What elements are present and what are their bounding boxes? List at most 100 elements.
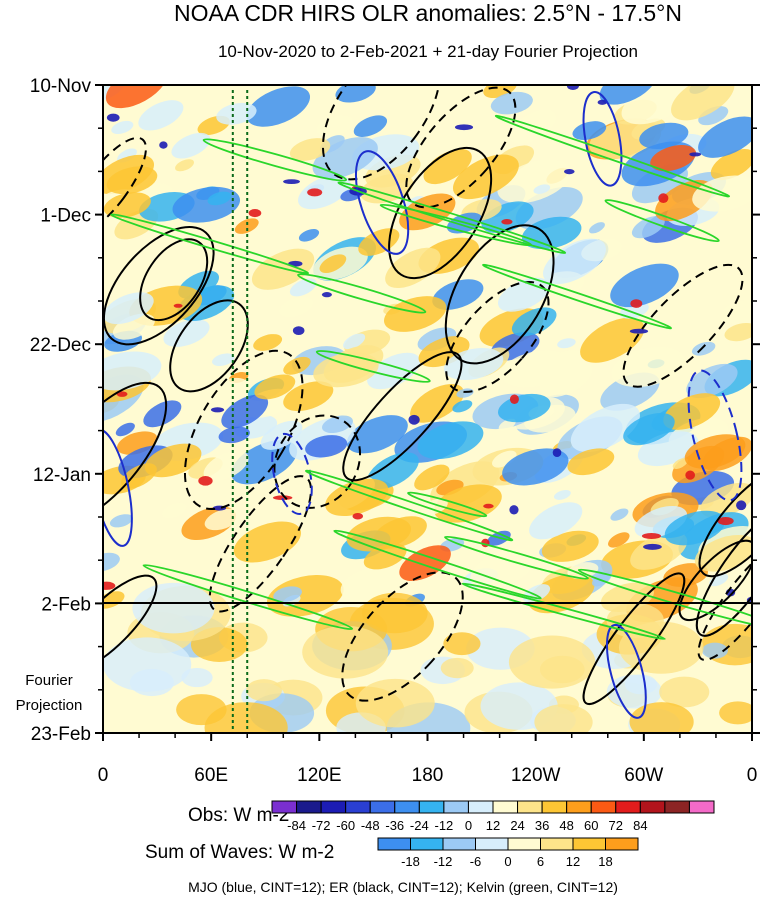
colorbar-box xyxy=(639,800,666,814)
kelvin-contour xyxy=(407,491,488,518)
anomaly-patch xyxy=(144,443,202,478)
y-tick-label: 12-Jan xyxy=(33,465,91,486)
anomaly-patch xyxy=(721,299,752,325)
colorbar-tick-label: -60 xyxy=(336,818,355,833)
anomaly-core xyxy=(736,500,747,511)
kelvin-contour xyxy=(482,263,672,330)
anomaly-patch xyxy=(610,263,679,308)
x-tick-label: 0 xyxy=(747,765,758,786)
er-contour xyxy=(169,299,249,393)
er-contour xyxy=(341,571,464,702)
anomaly-patch xyxy=(434,484,502,523)
colorbar-tick-label: -84 xyxy=(287,818,306,833)
anomaly-patch xyxy=(671,85,735,121)
anomaly-patch xyxy=(175,159,194,172)
kelvin-contour xyxy=(297,273,427,314)
anomaly-patch xyxy=(246,86,311,127)
er-contour xyxy=(103,574,158,673)
anomaly-core xyxy=(307,188,323,197)
projection-patch xyxy=(440,657,474,679)
colorbar-tick-label: 6 xyxy=(537,854,544,869)
colorbar-box xyxy=(410,837,444,851)
kelvin-contour xyxy=(315,350,431,383)
anomaly-patch xyxy=(233,521,301,563)
colorbar-tick-label: 0 xyxy=(504,854,511,869)
anomaly-patch xyxy=(592,572,612,587)
anomaly-core xyxy=(509,394,519,405)
colorbar-tick-label: 0 xyxy=(465,818,472,833)
anomaly-patch xyxy=(580,317,645,363)
colorbar-box xyxy=(320,800,347,814)
anomaly-core xyxy=(483,503,494,509)
anomaly-patch xyxy=(383,296,447,332)
projection-patch xyxy=(103,637,192,692)
anomaly-patch xyxy=(325,478,389,517)
anomaly-patch xyxy=(103,85,126,102)
projection-patch xyxy=(618,621,704,674)
colorbar-box xyxy=(688,800,715,814)
anomaly-patch xyxy=(109,514,133,528)
er-contour xyxy=(342,351,463,482)
colorbar-box xyxy=(615,800,641,814)
obs-colorbar: -84 -72 -60 -48 -36 -24 -12 0 12 24 36 48 60 72 84 xyxy=(271,800,715,833)
obs-colorbar-label: Obs: W m-2 xyxy=(188,805,289,826)
projection-patch xyxy=(246,679,282,702)
anomaly-patch xyxy=(111,120,134,134)
kelvin-contour xyxy=(337,181,567,254)
anomaly-core xyxy=(321,292,332,298)
anomaly-core xyxy=(248,209,262,218)
anomaly-patch xyxy=(289,138,331,161)
anomaly-patch xyxy=(103,351,162,391)
projection-patch xyxy=(443,632,481,656)
anomaly-patch xyxy=(279,297,313,318)
anomaly-patch xyxy=(650,145,697,172)
colorbar-tick-label: 48 xyxy=(559,818,573,833)
anomaly-core xyxy=(689,152,702,157)
anomaly-patch xyxy=(502,448,569,486)
er-contour xyxy=(622,263,744,388)
colorbar-box xyxy=(540,837,574,851)
anomaly-core xyxy=(210,407,225,413)
y-axis: 10-Nov 1-Dec 22-Dec 12-Jan 2-Feb 23-Feb xyxy=(30,76,760,745)
anomaly-core xyxy=(630,299,643,308)
anomaly-core xyxy=(643,543,662,550)
colorbar-tick-label: 18 xyxy=(598,854,612,869)
reference-lines xyxy=(231,90,249,733)
kelvin-contour xyxy=(604,199,720,243)
legend-text: MJO (blue, CINT=12); ER (black, CINT=12)… xyxy=(188,879,618,895)
x-tick-label: 120E xyxy=(297,765,341,786)
anomaly-patch xyxy=(399,545,451,581)
anomaly-core xyxy=(564,168,575,175)
anomaly-patch xyxy=(289,278,317,297)
colorbar-tick-label: 36 xyxy=(535,818,549,833)
anomaly-patch xyxy=(541,530,599,562)
anomaly-patch xyxy=(529,502,583,540)
colorbar-tick-label: 12 xyxy=(566,854,580,869)
anomaly-patch xyxy=(283,356,311,375)
anomaly-core xyxy=(501,219,513,225)
anomaly-core xyxy=(597,99,607,105)
colorbar-tick-label: 84 xyxy=(633,818,647,833)
anomaly-patch xyxy=(623,413,675,446)
projection-patch xyxy=(204,702,288,733)
anomaly-core xyxy=(658,193,669,204)
colorbar-tick-label: -12 xyxy=(434,818,453,833)
mjo-contour xyxy=(354,150,410,255)
anomaly-patch xyxy=(572,121,607,140)
anomaly-patch xyxy=(313,352,379,388)
projection-patch xyxy=(534,704,593,733)
anomaly-core xyxy=(173,303,183,308)
er-contour xyxy=(695,510,752,637)
y-tick-label: 1-Dec xyxy=(40,206,91,227)
anomaly-patch xyxy=(115,422,135,437)
anomaly-patch xyxy=(143,400,182,428)
anomaly-patch xyxy=(319,254,347,273)
chart-subtitle: 10-Nov-2020 to 2-Feb-2021 + 21-day Fouri… xyxy=(218,42,638,61)
colorbar-tick-label: -12 xyxy=(434,854,453,869)
projection-patch xyxy=(629,702,694,733)
anomaly-patch xyxy=(298,229,320,242)
x-tick-label: 120W xyxy=(511,765,561,786)
colorbar-box xyxy=(590,800,617,814)
anomaly-patch xyxy=(353,115,388,137)
anomaly-patch xyxy=(212,353,235,366)
